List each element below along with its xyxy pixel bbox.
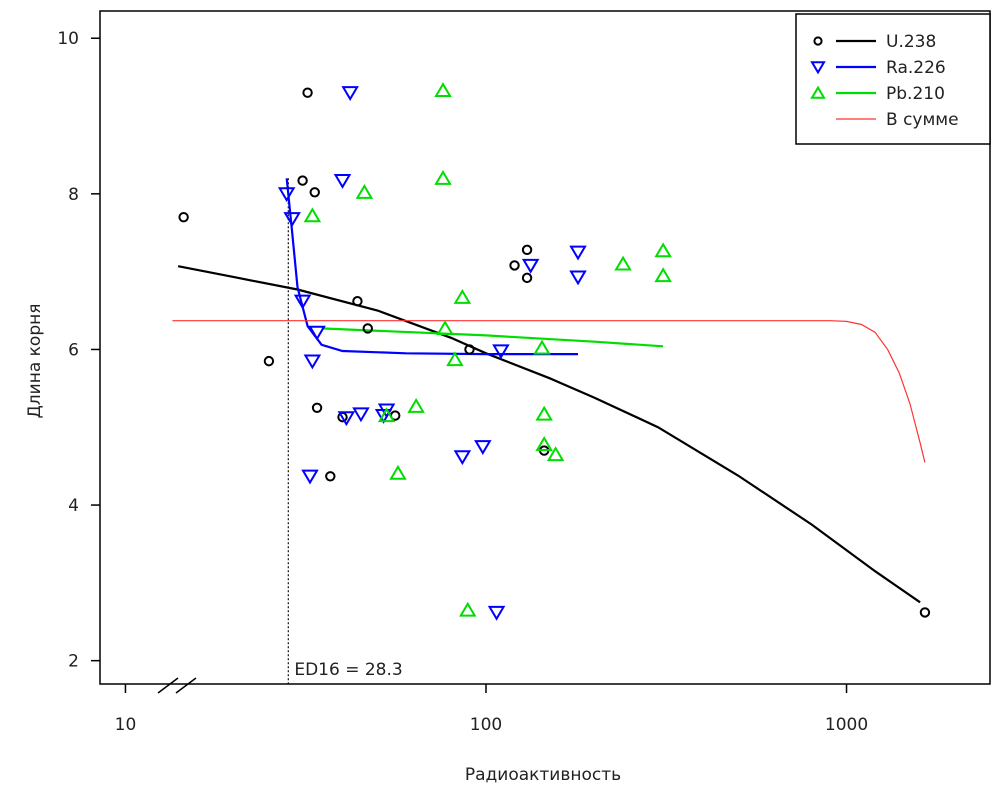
data-point	[178, 211, 189, 223]
data-point	[352, 407, 370, 423]
data-point	[293, 294, 312, 310]
data-point	[535, 405, 553, 421]
legend-entry: В сумме	[886, 110, 959, 130]
x-tick-label: 100	[470, 715, 502, 735]
legend-entry: Ra.226	[886, 58, 946, 78]
data-point	[453, 289, 472, 304]
legend-marker	[810, 61, 826, 75]
data-point	[436, 320, 454, 336]
data-point	[509, 260, 520, 271]
data-point	[654, 242, 672, 258]
data-point	[614, 255, 632, 271]
x-axis-label: Радиоактивность	[465, 765, 621, 785]
data-point	[352, 296, 363, 307]
data-point	[654, 267, 672, 283]
y-tick-label: 2	[68, 652, 79, 672]
legend-entry: Pb.210	[886, 84, 945, 104]
data-point	[546, 446, 565, 462]
data-point	[309, 187, 320, 198]
data-point	[434, 82, 452, 97]
legend-marker	[810, 85, 826, 99]
plot-frame	[99, 10, 991, 685]
y-tick-label: 10	[57, 29, 79, 49]
data-point	[362, 323, 373, 334]
data-point	[377, 407, 396, 423]
data-point	[311, 402, 323, 413]
data-point	[303, 354, 322, 370]
y-tick-label: 6	[68, 340, 79, 360]
legend-box	[795, 13, 991, 145]
data-point	[919, 607, 931, 618]
data-point	[521, 272, 533, 284]
data-point	[521, 244, 533, 256]
legend-entry: U.238	[886, 32, 936, 52]
data-point	[464, 344, 475, 355]
data-point	[492, 344, 510, 360]
data-point	[487, 605, 506, 621]
data-point	[407, 397, 425, 413]
legend: U.238 Ra.226 Pb.210 В сумме	[795, 13, 991, 145]
data-point	[283, 212, 301, 228]
data-point	[569, 245, 587, 261]
data-point	[453, 450, 472, 466]
x-tick-label: 1000	[825, 715, 868, 735]
ed16-annotation: ED16 = 28.3	[294, 660, 402, 680]
data-point	[446, 351, 464, 367]
axis-break-mark	[157, 677, 179, 694]
data-point	[308, 325, 326, 341]
data-point	[474, 440, 492, 455]
fit-line-ra-226	[285, 178, 578, 356]
data-point	[535, 436, 553, 451]
data-point	[434, 170, 452, 185]
legend-marker	[813, 36, 823, 46]
data-point	[303, 207, 322, 223]
data-point	[301, 469, 319, 485]
y-axis-label: Длина корня	[25, 304, 45, 419]
axis-break-mark	[175, 677, 197, 694]
data-point	[341, 86, 359, 101]
data-point	[458, 601, 477, 617]
data-point	[263, 355, 275, 367]
data-point	[377, 403, 396, 419]
data-point	[521, 258, 540, 274]
data-point	[302, 87, 313, 98]
y-tick-label: 4	[68, 496, 79, 516]
data-point	[333, 174, 352, 189]
data-point	[355, 184, 374, 199]
data-point	[277, 187, 296, 203]
data-point	[389, 464, 407, 480]
plot-layer: ED16 = 28.3	[172, 82, 931, 684]
x-tick-label: 10	[115, 715, 137, 735]
data-point	[325, 471, 336, 482]
data-point	[337, 411, 356, 427]
fit-line-pb-210	[321, 327, 664, 348]
data-point	[297, 175, 308, 186]
data-point	[533, 339, 551, 355]
axis-layer: 10 100 1000 2 4 6 8 10	[57, 10, 991, 735]
y-tick-label: 8	[68, 185, 79, 205]
fit-line-в-сумме	[172, 320, 926, 463]
data-point	[569, 270, 587, 286]
